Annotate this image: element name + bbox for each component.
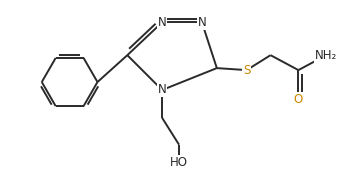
Text: NH₂: NH₂ [315, 49, 337, 62]
Text: N: N [158, 16, 166, 29]
Text: O: O [294, 93, 303, 106]
Text: N: N [198, 16, 206, 29]
Text: S: S [243, 64, 251, 77]
Text: N: N [158, 83, 166, 96]
Text: HO: HO [170, 156, 188, 169]
